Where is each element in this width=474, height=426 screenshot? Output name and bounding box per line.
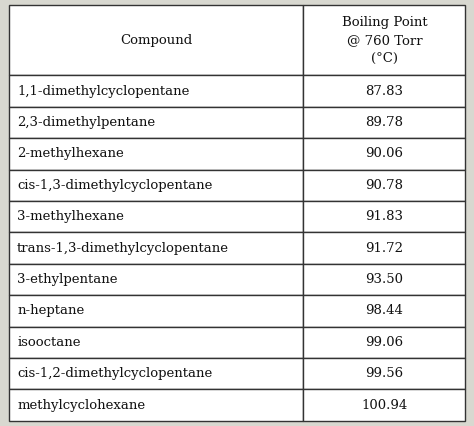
Text: 1,1-dimethylcyclopentane: 1,1-dimethylcyclopentane [17, 85, 190, 98]
Text: 90.78: 90.78 [365, 179, 403, 192]
Text: 2,3-dimethylpentane: 2,3-dimethylpentane [17, 116, 155, 129]
Text: 100.94: 100.94 [361, 399, 408, 412]
Bar [9, 327, 303, 358]
Bar [303, 75, 465, 107]
Text: 93.50: 93.50 [365, 273, 403, 286]
Text: 91.72: 91.72 [365, 242, 403, 255]
Bar [303, 233, 465, 264]
Bar [303, 389, 465, 421]
Text: 91.83: 91.83 [365, 210, 403, 223]
Bar [303, 295, 465, 327]
Bar [9, 264, 303, 295]
Bar [9, 295, 303, 327]
Text: 99.06: 99.06 [365, 336, 403, 349]
Text: trans-1,3-dimethylcyclopentane: trans-1,3-dimethylcyclopentane [17, 242, 229, 255]
Bar [303, 201, 465, 233]
Bar [9, 201, 303, 233]
Text: 87.83: 87.83 [365, 85, 403, 98]
Bar [9, 5, 303, 75]
Bar [303, 138, 465, 170]
Text: cis-1,3-dimethylcyclopentane: cis-1,3-dimethylcyclopentane [17, 179, 212, 192]
Text: 3-methylhexane: 3-methylhexane [17, 210, 124, 223]
Bar [9, 358, 303, 389]
Bar [9, 75, 303, 107]
Text: n-heptane: n-heptane [17, 305, 84, 317]
Text: cis-1,2-dimethylcyclopentane: cis-1,2-dimethylcyclopentane [17, 367, 212, 380]
Bar [9, 389, 303, 421]
Text: 2-methylhexane: 2-methylhexane [17, 147, 124, 161]
Bar [9, 107, 303, 138]
Text: 89.78: 89.78 [365, 116, 403, 129]
Text: methylcyclohexane: methylcyclohexane [17, 399, 145, 412]
Text: isooctane: isooctane [17, 336, 81, 349]
Bar [303, 264, 465, 295]
Bar [303, 170, 465, 201]
Bar [303, 5, 465, 75]
Bar [9, 233, 303, 264]
Bar [303, 107, 465, 138]
Bar [9, 170, 303, 201]
Bar [9, 138, 303, 170]
Text: Compound: Compound [120, 34, 192, 47]
Bar [303, 358, 465, 389]
Bar [303, 327, 465, 358]
Text: 98.44: 98.44 [365, 305, 403, 317]
Text: Boiling Point
@ 760 Torr
(°C): Boiling Point @ 760 Torr (°C) [342, 16, 427, 65]
Text: 90.06: 90.06 [365, 147, 403, 161]
Text: 3-ethylpentane: 3-ethylpentane [17, 273, 118, 286]
Text: 99.56: 99.56 [365, 367, 403, 380]
